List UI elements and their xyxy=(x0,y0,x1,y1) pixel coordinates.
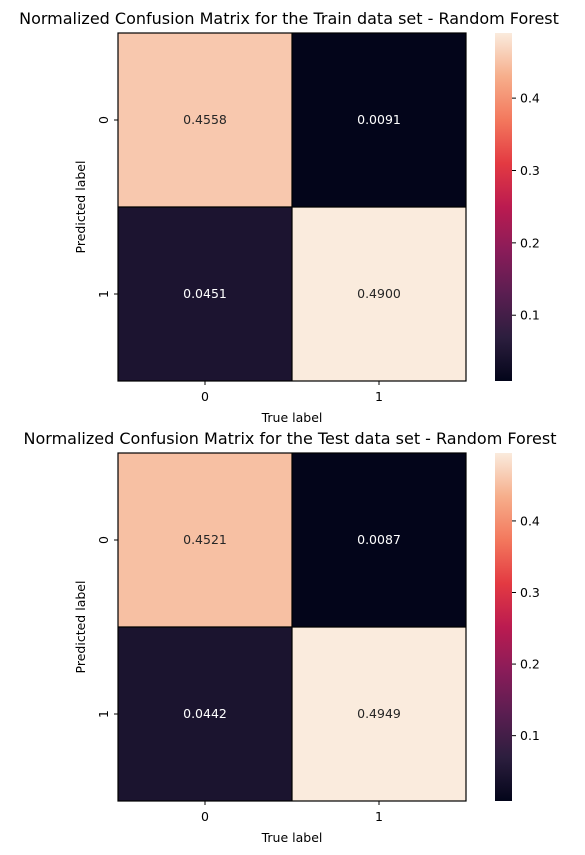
test-confusion-matrix-panel: Normalized Confusion Matrix for the Test… xyxy=(24,429,557,845)
test-cell-value-1-0: 0.0442 xyxy=(183,706,227,721)
test-y-tick-label-0: 0 xyxy=(96,536,111,544)
train-y-tick-label-0: 0 xyxy=(96,116,111,124)
test-x-tick-label-0: 0 xyxy=(201,809,209,824)
train-cell-value-0-0: 0.4558 xyxy=(183,112,227,127)
test-colorbar-tick-label-1: 0.2 xyxy=(520,657,540,672)
test-colorbar xyxy=(495,453,512,801)
train-x-axis-label: True label xyxy=(261,410,323,425)
train-cell-value-1-0: 0.0451 xyxy=(183,286,227,301)
train-cell-0-1 xyxy=(292,33,466,207)
test-cell-1-1 xyxy=(292,627,466,801)
train-cell-value-1-1: 0.4900 xyxy=(357,286,401,301)
test-y-tick-label-1: 1 xyxy=(96,710,111,718)
train-y-axis-label: Predicted label xyxy=(73,161,88,254)
test-colorbar-tick-label-3: 0.4 xyxy=(520,513,540,528)
train-cell-1-1 xyxy=(292,207,466,381)
test-cell-value-0-1: 0.0087 xyxy=(357,532,401,547)
train-cell-0-0 xyxy=(118,33,292,207)
train-confusion-matrix-panel: Normalized Confusion Matrix for the Trai… xyxy=(19,9,559,425)
test-y-axis-label: Predicted label xyxy=(73,581,88,674)
test-x-tick-label-1: 1 xyxy=(375,809,383,824)
train-x-tick-label-1: 1 xyxy=(375,389,383,404)
test-cell-value-0-0: 0.4521 xyxy=(183,532,227,547)
train-chart-title: Normalized Confusion Matrix for the Trai… xyxy=(19,9,559,28)
test-chart-title: Normalized Confusion Matrix for the Test… xyxy=(24,429,557,448)
train-cell-value-0-1: 0.0091 xyxy=(357,112,401,127)
train-colorbar-tick-label-0: 0.1 xyxy=(520,308,540,323)
train-cell-1-0 xyxy=(118,207,292,381)
train-colorbar xyxy=(495,33,512,381)
train-colorbar-tick-label-3: 0.4 xyxy=(520,91,540,106)
train-y-tick-label-1: 1 xyxy=(96,290,111,298)
train-colorbar-tick-label-1: 0.2 xyxy=(520,235,540,250)
train-colorbar-tick-label-2: 0.3 xyxy=(520,163,540,178)
test-cell-0-0 xyxy=(118,453,292,627)
test-cell-value-1-1: 0.4949 xyxy=(357,706,401,721)
test-cell-1-0 xyxy=(118,627,292,801)
test-cell-0-1 xyxy=(292,453,466,627)
test-x-axis-label: True label xyxy=(261,830,323,845)
test-colorbar-tick-label-0: 0.1 xyxy=(520,728,540,743)
train-x-tick-label-0: 0 xyxy=(201,389,209,404)
test-colorbar-tick-label-2: 0.3 xyxy=(520,585,540,600)
